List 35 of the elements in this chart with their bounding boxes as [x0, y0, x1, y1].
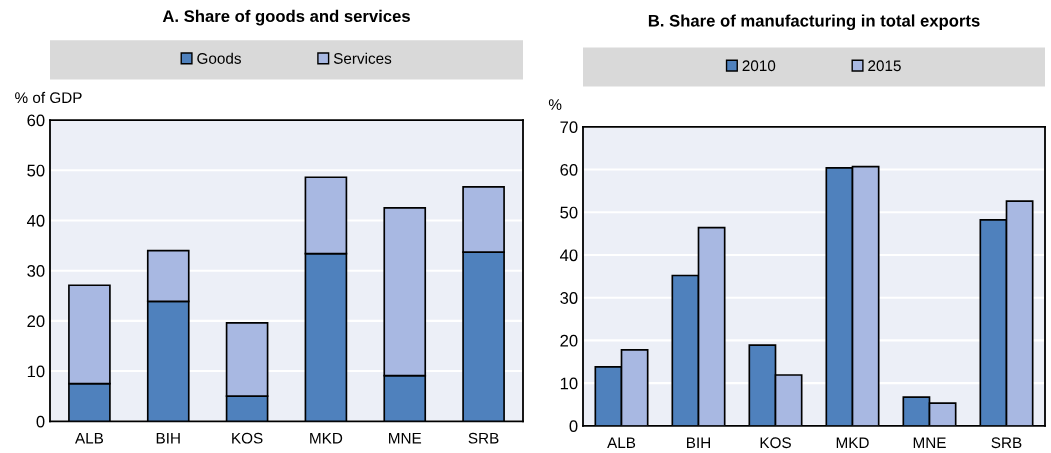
y-tick-label: 10	[27, 365, 45, 378]
y-tick-label: 30	[560, 292, 578, 304]
y-axis-title: % of GDP	[15, 91, 82, 104]
x-tick-label: SRB	[991, 437, 1022, 449]
y-tick-label: 20	[560, 334, 578, 347]
y-tick-label: 50	[560, 206, 578, 219]
x-tick-label: MNE	[389, 432, 422, 444]
chart-title: A. Share of goods and services	[162, 9, 410, 26]
x-tick-label: MKD	[310, 432, 343, 444]
y-tick-label: 50	[27, 164, 45, 177]
legend-label: 2010	[742, 60, 776, 72]
x-tick-label: KOS	[232, 432, 263, 444]
y-tick-label: 20	[27, 315, 45, 328]
chart-title: B. Share of manufacturing in total exports	[648, 14, 980, 30]
x-tick-label: ALB	[75, 432, 104, 444]
y-tick-label: 60	[27, 114, 45, 127]
x-tick-label: MNE	[913, 437, 946, 448]
legend-label: Services	[333, 52, 392, 64]
y-tick-label: 10	[560, 377, 578, 390]
x-tick-label: BIH	[687, 437, 710, 448]
y-tick-label: 0	[569, 420, 578, 433]
y-axis-title: %	[548, 99, 562, 110]
x-tick-label: BIH	[156, 432, 180, 444]
x-tick-label: ALB	[607, 437, 636, 448]
y-tick-label: 30	[27, 265, 45, 277]
y-tick-label: 70	[560, 121, 578, 134]
legend-label: 2015	[868, 60, 901, 72]
x-tick-label: KOS	[760, 437, 791, 449]
legend-label: Goods	[197, 52, 241, 64]
y-tick-label: 0	[36, 415, 45, 428]
y-tick-label: 40	[26, 214, 45, 227]
y-tick-label: 60	[560, 163, 578, 176]
x-tick-label: MKD	[836, 437, 869, 448]
x-tick-label: SRB	[468, 432, 499, 444]
y-tick-label: 40	[559, 249, 578, 262]
